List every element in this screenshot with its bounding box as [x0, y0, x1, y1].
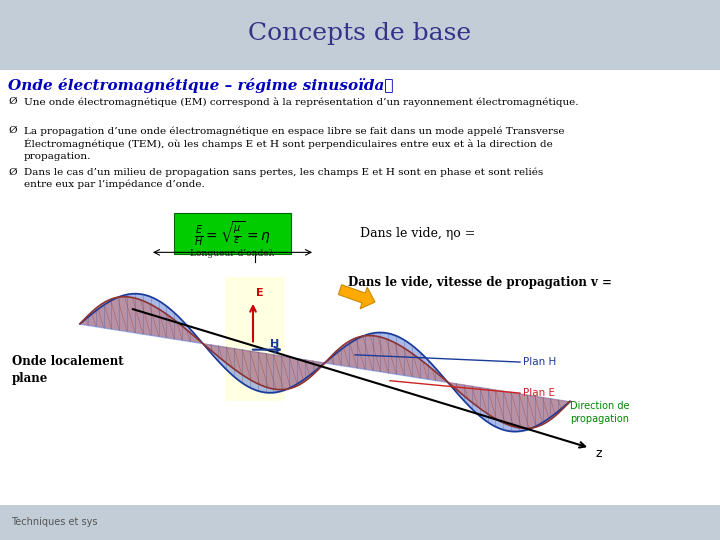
Polygon shape	[203, 343, 325, 390]
Polygon shape	[449, 382, 570, 428]
FancyBboxPatch shape	[0, 70, 720, 505]
Polygon shape	[325, 335, 447, 382]
Text: $\frac{E}{H} = \sqrt{\frac{\mu}{\varepsilon}} = \eta$: $\frac{E}{H} = \sqrt{\frac{\mu}{\varepsi…	[194, 220, 271, 248]
Text: Techniques et sys: Techniques et sys	[11, 517, 97, 528]
Text: La propagation d’une onde électromagnétique en espace libre se fait dans un mode: La propagation d’une onde électromagnéti…	[24, 126, 564, 160]
Text: Concepts de base: Concepts de base	[248, 22, 472, 45]
Text: Ø: Ø	[8, 97, 17, 106]
Text: Dans le vide, vitesse de propagation v =: Dans le vide, vitesse de propagation v =	[348, 276, 612, 289]
FancyBboxPatch shape	[0, 0, 720, 70]
Text: Direction de
propagation: Direction de propagation	[570, 401, 629, 424]
Text: Ø: Ø	[8, 126, 17, 135]
Text: z: z	[595, 447, 601, 460]
Text: Plan H: Plan H	[523, 357, 557, 367]
FancyBboxPatch shape	[0, 505, 720, 540]
Polygon shape	[80, 296, 202, 343]
Text: Ø: Ø	[8, 167, 17, 177]
Text: Plan E: Plan E	[523, 388, 555, 398]
Text: Une onde électromagnétique (EM) correspond à la représentation d’un rayonnement : Une onde électromagnétique (EM) correspo…	[24, 97, 578, 107]
Text: Onde localement
plane: Onde localement plane	[12, 355, 124, 386]
Text: H: H	[270, 340, 279, 349]
Text: Dans le vide, ηo =: Dans le vide, ηo =	[360, 227, 475, 240]
Text: Longueur d’ondeλ: Longueur d’ondeλ	[190, 249, 274, 258]
Text: Dans le cas d’un milieu de propagation sans pertes, les champs E et H sont en ph: Dans le cas d’un milieu de propagation s…	[24, 167, 544, 189]
Polygon shape	[225, 277, 285, 401]
Text: Onde électromagnétique – régime sinusoïdaℓ: Onde électromagnétique – régime sinusoïd…	[8, 78, 394, 93]
FancyBboxPatch shape	[174, 213, 291, 254]
Text: E: E	[256, 288, 264, 298]
FancyArrow shape	[338, 285, 375, 309]
